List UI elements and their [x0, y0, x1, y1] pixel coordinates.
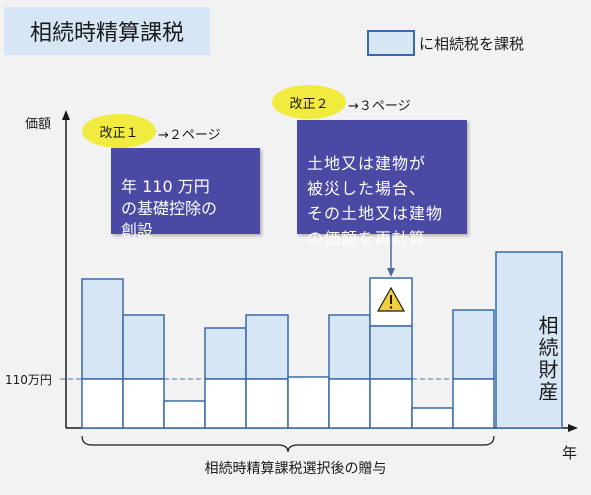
inheritance-label: 相続財産 [535, 315, 559, 403]
legend-swatch [367, 30, 415, 56]
inheritance-bar [495, 251, 563, 429]
revision-2-callout: 土地又は建物が 被災した場合、 その土地又は建物 の価額を再計算 [297, 120, 467, 248]
y-axis-arrow [62, 110, 70, 120]
gift-bar-exempt [452, 378, 495, 429]
gift-bar-taxed [122, 314, 165, 380]
warning-triangle-icon [376, 286, 406, 312]
gift-bar-exempt [369, 378, 413, 429]
x-axis-label: 年 [562, 444, 578, 462]
revision-1-badge-text: 改正１ [99, 125, 139, 141]
gift-bar-exempt [204, 378, 247, 429]
revision-2-badge: 改正２ [272, 85, 346, 119]
revision-1-badge: 改正１ [82, 114, 156, 148]
revision-1-reference: →２ページ [158, 128, 221, 143]
gift-bar-taxed [204, 327, 247, 380]
gift-bar-exempt [328, 378, 371, 429]
gift-bar-taxed [328, 314, 371, 380]
gift-bar-exempt [245, 378, 289, 429]
gift-bar-taxed [369, 325, 413, 380]
revision-2-description: 土地又は建物が 被災した場合、 その土地又は建物 の価額を再計算 [307, 154, 444, 248]
gift-bracket [81, 435, 495, 453]
page-title-text: 相続時精算課税 [29, 21, 184, 46]
gift-bar-taxed [81, 278, 124, 380]
gift-bar-exempt [122, 378, 165, 429]
gift-bar-exempt [81, 378, 124, 429]
revision-1-description: 年 110 万円 の基礎控除の 創設 [121, 177, 218, 240]
legend-label: に相続税を課税 [419, 34, 525, 53]
legend: に相続税を課税 [367, 30, 524, 56]
revision-2-badge-text: 改正２ [289, 96, 329, 112]
revision-1-callout: 年 110 万円 の基礎控除の 創設 [111, 148, 260, 240]
gift-bar-exempt [287, 376, 330, 429]
gift-bar-exempt [411, 407, 454, 429]
callout-arrow-head [387, 268, 395, 277]
revision-2-reference: →３ページ [348, 99, 411, 114]
gift-period-caption: 相続時精算課税選択後の贈与 [204, 461, 387, 477]
y-axis-label: 価額 [25, 117, 52, 132]
page-title: 相続時精算課税 [4, 7, 210, 55]
gift-bar-taxed [245, 314, 289, 380]
gift-bars [81, 277, 495, 429]
gift-bar-taxed [452, 309, 495, 380]
x-axis-arrow [568, 424, 578, 432]
threshold-label: 110万円 [5, 373, 52, 387]
gift-bar-exempt [163, 400, 206, 429]
